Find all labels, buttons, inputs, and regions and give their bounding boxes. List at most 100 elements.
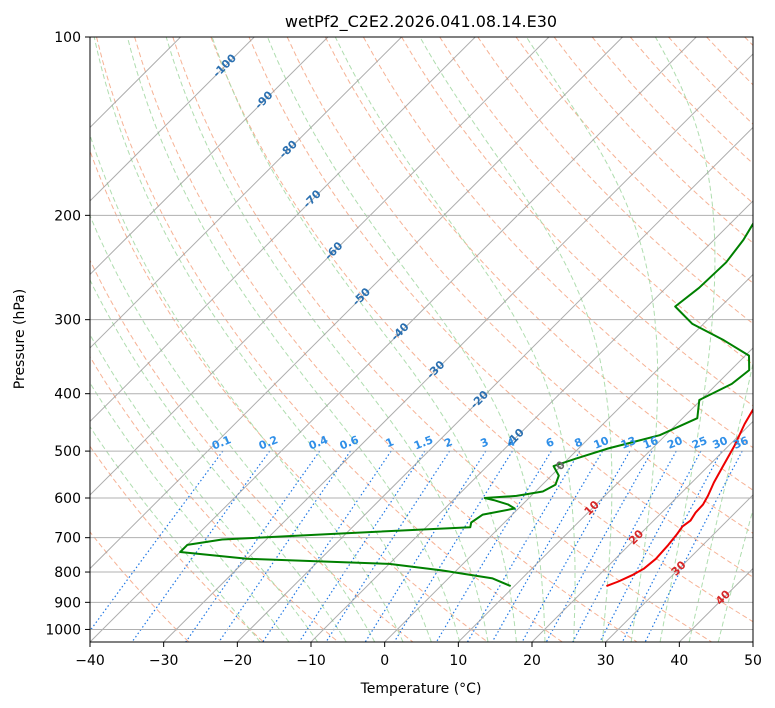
plot-frame xyxy=(89,36,754,643)
isotherm xyxy=(90,37,550,496)
mixing-ratio-line xyxy=(572,450,677,642)
isotherm xyxy=(90,37,476,423)
mixing-ratio-line xyxy=(298,450,426,642)
isotherm-label: -100 xyxy=(210,51,239,80)
x-tick-label: −30 xyxy=(149,653,179,669)
x-axis-title: Temperature (°C) xyxy=(360,681,482,697)
isotherm xyxy=(384,273,753,642)
mixing-ratio-line xyxy=(90,450,224,632)
mixing-ratio-line xyxy=(521,450,631,642)
dewpoint-profile xyxy=(179,221,753,588)
x-tick-label: 30 xyxy=(597,653,615,669)
isotherm xyxy=(605,494,753,642)
moist-adiabat xyxy=(334,37,576,642)
moist-adiabat xyxy=(688,361,753,642)
temperature-profile xyxy=(606,407,753,588)
y-tick-label: 900 xyxy=(54,595,81,611)
y-axis-title: Pressure (hPa) xyxy=(12,289,28,389)
dry-adiabat xyxy=(401,37,753,407)
mixing-ratio-label: 6 xyxy=(544,435,556,450)
y-tick-label: 500 xyxy=(54,444,81,460)
dry-adiabat xyxy=(439,37,753,366)
y-axis: 100 200 300 400 500 600 700 800 900 1000 xyxy=(45,30,90,638)
dry-adiabat xyxy=(90,531,190,642)
isotherm xyxy=(90,37,623,570)
mixing-ratio-label: 36 xyxy=(731,434,750,452)
x-tick-label: 10 xyxy=(449,653,467,669)
moist-adiabat xyxy=(717,507,753,642)
mixing-ratio-line xyxy=(262,450,392,642)
moist-adiabat xyxy=(419,37,613,642)
isotherm xyxy=(163,53,753,642)
moist-adiabat xyxy=(126,37,461,642)
moist-adiabat xyxy=(90,278,347,642)
x-tick-label: −40 xyxy=(75,653,105,669)
dry-adiabat xyxy=(90,445,264,642)
mixing-ratio-label: 0.6 xyxy=(338,433,361,452)
mixing-ratio-line xyxy=(325,450,451,642)
moist-adiabat xyxy=(93,37,432,642)
x-tick-label: −10 xyxy=(296,653,326,669)
dry-adiabat xyxy=(744,37,753,47)
dry-adiabat xyxy=(90,259,414,642)
dry-adiabat xyxy=(90,355,339,642)
moist-adiabat xyxy=(90,333,319,642)
y-tick-label: 700 xyxy=(54,531,81,547)
dry-adiabat xyxy=(172,37,712,642)
y-tick-label: 200 xyxy=(54,208,81,224)
y-tick-label: 1000 xyxy=(45,622,81,638)
x-tick-label: 20 xyxy=(523,653,541,669)
mixing-ratio-line xyxy=(644,450,743,642)
mixing-ratio-label: 20 xyxy=(665,434,684,452)
moist-adiabat xyxy=(90,425,261,642)
mixing-ratio-label: 8 xyxy=(573,435,585,450)
isotherm xyxy=(90,37,402,349)
x-tick-label: 50 xyxy=(744,653,762,669)
moist-adiabat xyxy=(165,37,489,642)
x-tick-label: 40 xyxy=(670,653,688,669)
dry-adiabat xyxy=(477,37,753,325)
isotherm xyxy=(531,420,753,642)
dry-adiabat xyxy=(248,37,753,578)
moist-adiabat xyxy=(525,37,659,642)
x-axis: −40 −30 −20 −10 0 10 20 30 40 50 xyxy=(75,642,762,669)
mixing-ratio-label: 0.4 xyxy=(307,433,330,452)
mixing-ratio-label: 2 xyxy=(442,435,454,450)
mixing-ratio-line xyxy=(621,450,722,642)
mixing-ratio-label: 1.5 xyxy=(412,433,435,452)
isotherm xyxy=(752,641,753,642)
mixing-ratio-label: 3 xyxy=(479,435,491,450)
isotherm xyxy=(90,37,255,202)
y-tick-label: 100 xyxy=(54,30,81,46)
dry-adiabat xyxy=(324,37,753,491)
isotherm xyxy=(457,347,753,642)
mixing-ratio-label: 13 xyxy=(619,434,638,452)
mixing-ratio-label: 10 xyxy=(592,434,611,452)
mixing-ratio-line xyxy=(435,450,552,642)
mixing-ratio-line xyxy=(393,450,513,642)
y-tick-label: 300 xyxy=(54,313,81,329)
mixing-ratio-label: 25 xyxy=(690,434,709,452)
isotherm xyxy=(310,200,753,642)
mixing-ratio-label: 1 xyxy=(384,435,396,450)
isotherm xyxy=(90,37,697,642)
dry-adiabat xyxy=(362,37,753,449)
dry-adiabat xyxy=(591,37,753,204)
isotherm xyxy=(90,37,329,276)
mixing-ratio-label: 0.1 xyxy=(210,433,233,452)
moist-adiabat xyxy=(267,37,546,642)
mixing-ratio-line xyxy=(491,450,604,642)
moist-adiabat xyxy=(654,37,716,642)
mixing-ratio-label: 30 xyxy=(711,434,730,452)
dry-adiabat xyxy=(706,37,753,86)
mixing-ratio-label: 16 xyxy=(641,434,660,452)
dry-adiabat xyxy=(553,37,753,244)
y-tick-label: 400 xyxy=(54,387,81,403)
moist-adiabat xyxy=(90,133,404,642)
mixing-ratio-line xyxy=(545,450,653,642)
pressure-grid xyxy=(90,37,753,630)
dry-adiabat xyxy=(515,37,753,284)
isotherm xyxy=(236,126,753,642)
chart-title: wetPf2_C2E2.2026.041.08.14.E30 xyxy=(285,12,557,32)
